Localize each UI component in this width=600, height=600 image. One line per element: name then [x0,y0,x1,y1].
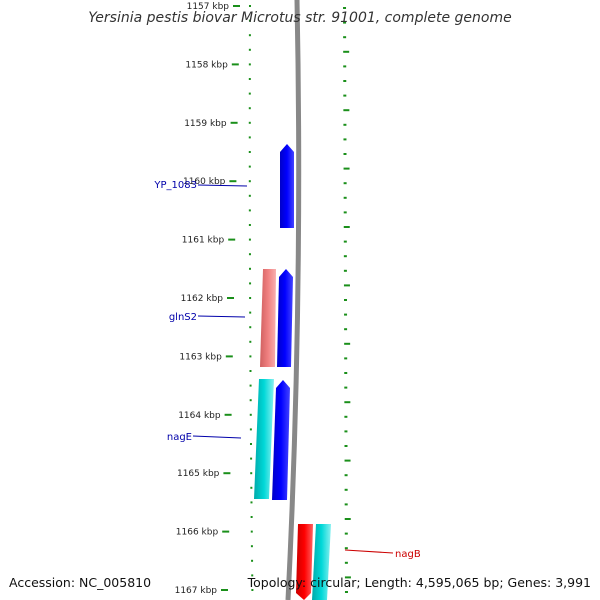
ruler-label: 1157 kbp [187,2,230,12]
map-title: Yersinia pestis biovar Microtus str. 910… [88,10,512,26]
gene-feature-nagB [296,524,313,600]
gene-features [254,144,331,600]
gene-label-leader [197,184,248,187]
gene-feature-nagE-a [254,379,274,499]
ruler-label: 1167 kbp [175,586,218,596]
gene-labels: YP_1083 glnS2 nagE nagB [153,180,420,560]
gene-feature-glnS2 [277,269,293,367]
gene-label-leader [344,549,394,554]
ruler-label: 1158 kbp [185,60,228,70]
ruler-label: 1161 kbp [182,236,225,246]
tick-grid [248,5,351,593]
gene-feature-YP_1083 [280,144,294,228]
gene-label-nagE: nagE [167,432,192,443]
accession-text: Accession: NC_005810 [9,575,152,590]
ruler-label: 1160 kbp [183,177,226,187]
gene-label-glnS2: glnS2 [169,312,197,323]
gene-feature-glnS2-a [260,269,276,367]
ruler-label: 1164 kbp [178,411,221,421]
ruler-label: 1162 kbp [181,294,224,304]
ruler-label: 1166 kbp [176,528,219,538]
gene-label-nagB: nagB [395,549,421,560]
ruler: 1157 kbp 1158 kbp 1159 kbp 1160 kbp 1161 kbp… [175,2,240,596]
ruler-label: 1163 kbp [179,352,222,362]
gene-label-leader [197,315,246,318]
genome-backbone [285,0,302,600]
gene-feature-nagE [272,380,290,500]
gene-feature-nagB-b [312,524,331,600]
topology-text: Topology: circular; Length: 4,595,065 bp… [247,575,591,590]
gene-label-YP_1083: YP_1083 [153,180,197,191]
ruler-label: 1159 kbp [184,119,227,129]
gene-label-leader [192,435,242,439]
ruler-label: 1165 kbp [177,469,220,479]
